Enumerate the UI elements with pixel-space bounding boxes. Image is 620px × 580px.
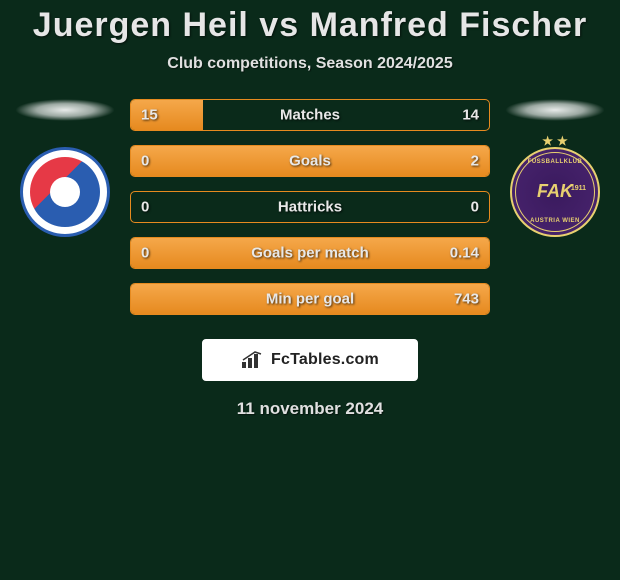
crest-bottom-text: AUSTRIA WIEN <box>530 218 580 225</box>
stat-row: 0 Goals 2 <box>130 145 490 177</box>
stat-label: Matches <box>280 107 340 124</box>
stat-bars: 15 Matches 14 0 Goals 2 0 Hattricks 0 0 Goals per … <box>120 99 500 329</box>
left-team-crest <box>20 147 110 237</box>
right-team-crest: ★★ FUSSBALLKLUB FAK 1911 AUSTRIA WIEN <box>510 147 600 237</box>
stat-row: 0 Goals per match 0.14 <box>130 237 490 269</box>
player-shadow-right <box>505 99 605 121</box>
crest-top-text: FUSSBALLKLUB <box>528 159 583 166</box>
stat-label: Hattricks <box>278 199 342 216</box>
stat-label: Min per goal <box>266 291 354 308</box>
page-title: Juergen Heil vs Manfred Fischer <box>0 0 620 45</box>
subtitle: Club competitions, Season 2024/2025 <box>0 55 620 73</box>
crest-year: 1911 <box>571 185 586 193</box>
stat-value-left: 0 <box>141 199 149 216</box>
stat-label: Goals <box>289 153 331 170</box>
stat-value-left: 0 <box>141 153 149 170</box>
stat-label: Goals per match <box>251 245 369 262</box>
date-text: 11 november 2024 <box>0 399 620 419</box>
stat-row: Min per goal 743 <box>130 283 490 315</box>
comparison-panel: 15 Matches 14 0 Goals 2 0 Hattricks 0 0 Goals per … <box>0 99 620 329</box>
right-player-column: ★★ FUSSBALLKLUB FAK 1911 AUSTRIA WIEN <box>500 99 610 237</box>
stat-row: 0 Hattricks 0 <box>130 191 490 223</box>
stat-row: 15 Matches 14 <box>130 99 490 131</box>
stat-value-left: 15 <box>141 107 158 124</box>
stat-value-right: 2 <box>471 153 479 170</box>
stat-value-right: 0.14 <box>450 245 479 262</box>
bar-chart-icon <box>241 350 265 370</box>
stat-value-right: 14 <box>462 107 479 124</box>
stat-value-left: 0 <box>141 245 149 262</box>
brand-attribution: FcTables.com <box>202 339 418 381</box>
stat-value-right: 743 <box>454 291 479 308</box>
star-icon: ★★ <box>542 135 568 148</box>
player-shadow-left <box>15 99 115 121</box>
stat-value-right: 0 <box>471 199 479 216</box>
left-player-column <box>10 99 120 237</box>
brand-label: FcTables.com <box>271 351 379 369</box>
